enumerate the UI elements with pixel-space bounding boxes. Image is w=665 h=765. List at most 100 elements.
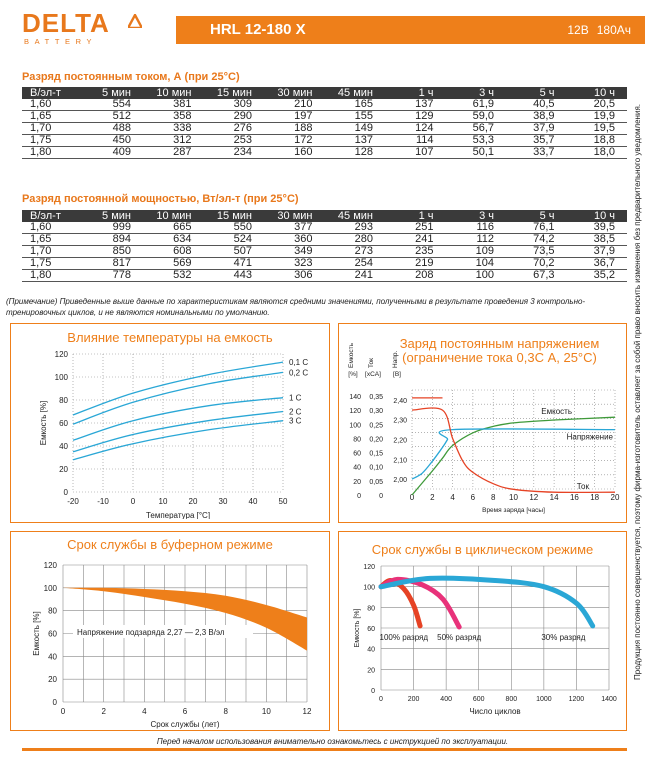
table-row: 1,70 488 338 276 188 149 124 56,7 37,9 19,5 — [22, 122, 627, 135]
voltage-tick-label: 2,40 — [393, 398, 407, 405]
table-cell: 360 — [264, 233, 325, 246]
table-cell: 219 — [385, 257, 446, 270]
x-tick-label: 20 — [189, 497, 198, 506]
x-tick-label: 0 — [61, 707, 66, 716]
table-cell: 165 — [324, 99, 385, 111]
table-cell: 817 — [82, 257, 143, 270]
x-tick-label: 18 — [590, 493, 599, 502]
x-tick-label: 40 — [249, 497, 258, 506]
y-tick-label: 0 — [371, 688, 375, 695]
x-tick-label: 600 — [473, 696, 485, 703]
column-header: 30 мин — [264, 87, 325, 99]
y-tick-label: 100 — [363, 585, 375, 592]
chart-subtitle: (ограничение тока 0,3С А, 25°C) — [402, 350, 597, 365]
voltage-tick-label: 2,30 — [393, 418, 407, 425]
table-cell: 149 — [324, 122, 385, 135]
table-cell: 338 — [143, 122, 204, 135]
table-header-row: В/эл-т 5 мин 10 мин 15 мин 30 мин 45 мин… — [22, 87, 627, 99]
nominal-capacity: 180Ач — [596, 23, 631, 37]
y-tick-label: 0 — [53, 698, 58, 707]
table-cell: 665 — [143, 222, 204, 234]
logo-subword: BATTERY — [24, 37, 98, 46]
x-tick-label: 50 — [279, 497, 288, 506]
y-tick-label: 80 — [48, 607, 57, 616]
y-tick-label: 60 — [59, 419, 68, 428]
table-cell: 35,2 — [566, 269, 627, 282]
series-label: 1 C — [289, 394, 302, 403]
x-tick-label: 1200 — [569, 696, 585, 703]
table-cell: 254 — [324, 257, 385, 270]
capacity-tick-label: 120 — [349, 408, 361, 415]
table-row: 1,75 450 312 253 172 137 114 53,3 35,7 18,8 — [22, 134, 627, 147]
voltage-axis-unit: [В] — [393, 371, 401, 378]
table-cell: 276 — [203, 122, 264, 135]
x-tick-label: -10 — [97, 497, 109, 506]
table-cell: 507 — [203, 245, 264, 258]
table-cell: 312 — [143, 134, 204, 147]
table-cell: 309 — [203, 99, 264, 111]
table-cell: 381 — [143, 99, 204, 111]
table-row: 1,80 778 532 443 306 241 208 100 67,3 35,2 — [22, 269, 627, 282]
table-cell: 20,5 — [566, 99, 627, 111]
table-cell: 137 — [385, 99, 446, 111]
x-tick-label: 2 — [430, 493, 435, 502]
y-tick-label: 80 — [59, 396, 68, 405]
series-line — [72, 361, 284, 416]
chart-title: Срок службы в буферном режиме — [67, 537, 273, 552]
table-cell: 155 — [324, 110, 385, 123]
spec-summary: 12В 180Ач — [567, 23, 631, 37]
series-line — [72, 420, 284, 461]
x-tick-label: 6 — [183, 707, 188, 716]
series-line — [411, 416, 616, 496]
table-cell: 37,9 — [506, 122, 567, 135]
table-cell: 160 — [264, 146, 325, 159]
chart-title: Влияние температуры на емкость — [67, 330, 273, 345]
table-cell: 241 — [324, 269, 385, 282]
table-cell: 894 — [82, 233, 143, 246]
table-cell: 35,7 — [506, 134, 567, 147]
table-cell: 377 — [264, 222, 325, 234]
table-cell: 409 — [82, 146, 143, 159]
table-cell: 107 — [385, 146, 446, 159]
table-cell: 70,2 — [506, 257, 567, 270]
table-cell: 38,9 — [506, 110, 567, 123]
y-tick-label: 40 — [367, 647, 375, 654]
series-line — [72, 397, 284, 441]
series-label: 50% разряд — [437, 633, 481, 642]
x-tick-label: 0 — [131, 497, 136, 506]
table-cell: 37,9 — [566, 245, 627, 258]
current-tick-label: 0,35 — [369, 394, 383, 401]
x-tick-label: 12 — [529, 493, 538, 502]
table-cell: 53,3 — [445, 134, 506, 147]
column-header: 45 мин — [324, 210, 385, 222]
table-cell: 850 — [82, 245, 143, 258]
column-header: 45 мин — [324, 87, 385, 99]
x-axis-label: Время заряда [часы] — [482, 507, 545, 514]
table-cell: 569 — [143, 257, 204, 270]
table-row: 1,75 817 569 471 323 254 219 104 70,2 36,7 — [22, 257, 627, 270]
capacity-axis-unit: [%] — [348, 371, 358, 378]
y-axis-label: Емкость [%] — [39, 401, 48, 446]
nominal-voltage: 12В — [567, 23, 589, 37]
column-header: 1 ч — [385, 87, 446, 99]
table-cell: 290 — [203, 110, 264, 123]
table-cell: 56,7 — [445, 122, 506, 135]
capacity-tick-label: 20 — [353, 479, 361, 486]
current-discharge-table: В/эл-т 5 мин 10 мин 15 мин 30 мин 45 мин… — [22, 87, 627, 159]
table-cell: 471 — [203, 257, 264, 270]
y-axis-label: Емкость [%] — [32, 611, 41, 656]
table-row: 1,60 999 665 550 377 293 251 116 76,1 39,5 — [22, 222, 627, 234]
table-cell: 1,70 — [22, 245, 83, 258]
x-tick-label: 4 — [142, 707, 147, 716]
x-tick-label: 10 — [262, 707, 271, 716]
series-label: Ток — [577, 482, 590, 491]
table-cell: 235 — [385, 245, 446, 258]
capacity-tick-label: 100 — [349, 422, 361, 429]
table-cell: 253 — [203, 134, 264, 147]
series-line — [72, 371, 284, 425]
x-tick-label: 0 — [410, 493, 415, 502]
table-cell: 109 — [445, 245, 506, 258]
temperature-chart-panel: Влияние температуры на емкость -20 -10 0 10… — [10, 323, 330, 523]
